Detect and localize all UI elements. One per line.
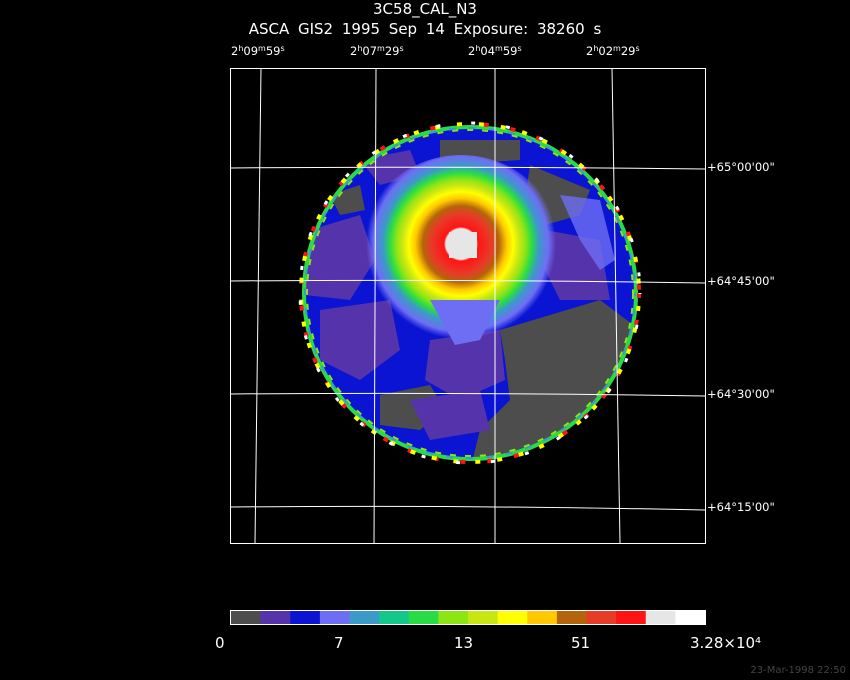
colorbar-swatch: [408, 611, 439, 624]
colorbar-label-51: 51: [571, 634, 591, 652]
coordinate-grid: [229, 67, 706, 544]
colorbar-swatch: [556, 611, 588, 624]
dec-label-3: +64°30'00": [707, 387, 775, 401]
colorbar-label-13: 13: [454, 634, 474, 652]
dec-label-2: +64°45'00": [707, 274, 775, 288]
ra-label-4: 2h02m29s: [586, 44, 640, 58]
colorbar-swatch: [586, 611, 617, 624]
colorbar-label-7: 7: [334, 634, 344, 652]
colorbar-swatch: [319, 611, 351, 624]
colorbar-swatch: [349, 611, 380, 624]
colorbar-swatch: [290, 611, 321, 624]
dec-label-4: +64°15'00": [707, 500, 775, 514]
image-subtitle: ASCA GIS2 1995 Sep 14 Exposure: 38260 s: [248, 20, 602, 38]
colorbar-swatch: [379, 611, 410, 624]
timestamp: 23-Mar-1998 22:50: [750, 665, 846, 676]
image-frame: [230, 68, 706, 544]
colorbar-label-0: 0: [215, 634, 225, 652]
ra-label-3: 2h04m59s: [468, 44, 522, 58]
colorbar: [231, 611, 706, 624]
colorbar-swatch: [675, 611, 706, 624]
colorbar-swatch: [231, 611, 262, 624]
ra-label-2: 2h07m29s: [350, 44, 404, 58]
ra-label-1: 2h09m59s: [231, 44, 285, 58]
colorbar-swatch: [438, 611, 469, 624]
colorbar-swatch: [616, 611, 647, 624]
detector-field: [302, 125, 638, 461]
colorbar-swatch: [468, 611, 499, 624]
colorbar-swatch: [497, 611, 528, 624]
colorbar-swatch: [527, 611, 558, 624]
image-title: 3C58_CAL_N3: [373, 0, 477, 18]
colorbar-swatch: [260, 611, 291, 624]
colorbar-swatch: [645, 611, 676, 624]
dec-label-1: +65°00'00": [707, 160, 775, 174]
colorbar-label-max: 3.28×10⁴: [690, 634, 762, 652]
